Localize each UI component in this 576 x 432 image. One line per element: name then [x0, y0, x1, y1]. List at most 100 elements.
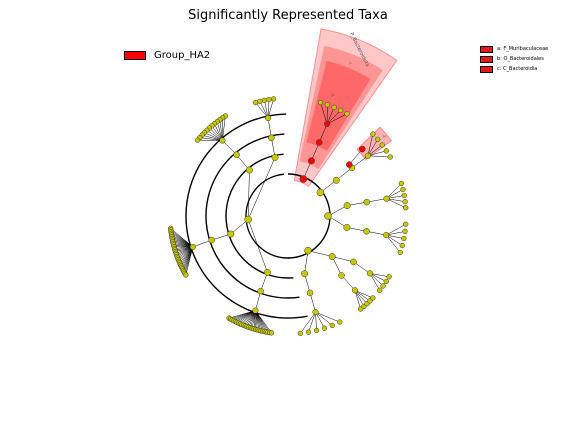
- taxon-node: [402, 198, 408, 205]
- tree-edge: [386, 198, 406, 208]
- taxon-node: [346, 161, 353, 168]
- order-wedge: [306, 60, 371, 151]
- taxon-node: [364, 152, 371, 159]
- taxon-node: [304, 246, 312, 255]
- tree-edge: [300, 311, 316, 334]
- taxon-node: [403, 205, 409, 211]
- group-legend-label: Group_HA2: [154, 50, 211, 61]
- tree-edge: [332, 256, 354, 263]
- tree-edge: [214, 123, 223, 141]
- taxon-node: [307, 157, 315, 165]
- tree-edge: [216, 121, 223, 141]
- tree-nodes: [167, 96, 409, 337]
- clade-legend-row: b: O_Bacteroidales: [480, 54, 548, 64]
- taxon-node: [268, 134, 275, 141]
- tree-edge: [267, 117, 272, 138]
- taxon-node: [261, 97, 268, 104]
- tree-edge: [255, 310, 258, 330]
- taxon-node: [252, 99, 259, 106]
- tree-edge: [309, 292, 316, 313]
- clade-legend-label: c: C_Bacteroidia: [497, 66, 538, 72]
- tree-edge: [367, 155, 391, 158]
- taxon-node: [363, 228, 370, 235]
- taxon-node: [227, 230, 235, 238]
- taxon-node: [380, 283, 386, 289]
- tree-edge: [236, 310, 256, 323]
- tree-edge: [386, 234, 403, 246]
- tree-edge: [230, 219, 249, 235]
- tree-edge: [315, 311, 340, 323]
- taxon-node: [383, 278, 389, 285]
- rank-ring-arc: [225, 153, 294, 279]
- tree-edge: [243, 310, 256, 326]
- tree-edge: [385, 234, 401, 253]
- tree-edge: [255, 310, 272, 333]
- taxon-node: [266, 96, 272, 103]
- tree-edge: [367, 150, 387, 157]
- taxon-node: [265, 114, 272, 122]
- tree-edge: [219, 119, 223, 141]
- tree-edge: [178, 246, 194, 262]
- taxon-node: [383, 232, 390, 239]
- tree-edge: [173, 244, 193, 248]
- taxon-node: [252, 307, 259, 314]
- tree-edge: [177, 246, 194, 259]
- highlight-wedges: [293, 28, 398, 188]
- tree-edge: [353, 261, 371, 274]
- taxon-node: [402, 228, 408, 235]
- taxon-node: [297, 330, 303, 337]
- tree-edge: [341, 275, 356, 291]
- tree-edge: [238, 310, 256, 324]
- taxon-node: [401, 235, 407, 242]
- taxon-node: [383, 148, 390, 154]
- clade-legend-row: a: F_Muribaculaceae: [480, 44, 548, 54]
- tree-edge: [367, 133, 374, 156]
- tree-edge: [354, 290, 371, 302]
- taxon-node: [386, 274, 392, 280]
- tree-edge: [315, 312, 317, 331]
- taxon-node: [305, 329, 312, 335]
- clade-legend-row: c: C_Bacteroidia: [480, 64, 548, 74]
- tree-edge: [369, 273, 380, 291]
- tree-edge: [307, 250, 333, 257]
- tree-edge: [308, 312, 316, 333]
- tree-edge: [255, 291, 261, 311]
- wedge-label-order: b: [330, 93, 336, 98]
- tree-edge: [366, 231, 387, 236]
- taxon-node: [306, 289, 314, 297]
- taxon-node: [337, 319, 343, 325]
- taxon-node: [233, 151, 240, 158]
- tree-edge: [247, 157, 276, 220]
- family-wedge: [356, 126, 393, 161]
- clade-legend-swatch: [480, 45, 493, 53]
- taxon-node: [208, 236, 215, 244]
- taxon-node: [377, 287, 383, 293]
- tree-edge: [255, 310, 262, 331]
- taxon-node: [338, 107, 344, 114]
- tree-edge: [245, 310, 256, 327]
- taxon-node: [383, 195, 390, 202]
- tree-edge: [386, 189, 404, 199]
- tree-edge: [386, 224, 406, 236]
- tree-edge: [259, 101, 269, 119]
- taxon-node: [400, 186, 406, 193]
- tree-edge: [172, 241, 193, 248]
- tree-edge: [192, 239, 212, 248]
- tree-edge: [386, 198, 406, 202]
- taxon-node: [370, 295, 376, 301]
- tree-edge: [366, 198, 387, 203]
- tree-edge: [202, 134, 223, 141]
- tree-edge: [172, 239, 193, 248]
- taxon-node: [324, 120, 331, 127]
- tree-edge: [255, 310, 260, 331]
- tree-edge: [199, 137, 223, 141]
- taxon-node: [351, 287, 358, 294]
- tree-edge: [320, 102, 328, 125]
- tree-edge: [349, 148, 363, 165]
- taxon-node: [183, 272, 189, 278]
- taxon-node: [324, 102, 331, 108]
- taxon-node: [313, 327, 320, 334]
- clade-legend-swatch: [480, 55, 493, 63]
- wedge-label-class: c: [348, 61, 353, 65]
